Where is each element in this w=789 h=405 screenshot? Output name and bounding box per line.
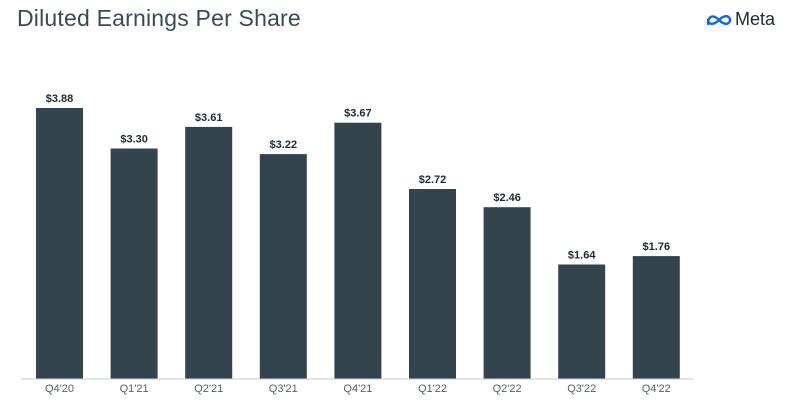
bar <box>36 108 83 379</box>
data-label: $1.64 <box>568 250 596 262</box>
x-tick-label: Q1'22 <box>418 383 447 395</box>
bar <box>259 154 307 379</box>
brand-name: Meta <box>734 9 775 29</box>
data-label: $1.76 <box>643 241 671 253</box>
bar <box>334 122 382 379</box>
x-tick-label: Q3'22 <box>567 383 596 395</box>
bar <box>185 126 233 380</box>
bar <box>558 264 606 379</box>
meta-infinity-logo-icon <box>706 14 732 25</box>
bar <box>409 189 456 379</box>
data-label: $3.67 <box>344 108 372 120</box>
x-tick-label: Q1'21 <box>120 383 149 395</box>
bar <box>483 207 531 379</box>
x-tick-label: Q2'22 <box>493 383 522 395</box>
x-tick-label: Q4'22 <box>642 383 671 395</box>
x-tick-label: Q3'21 <box>269 383 298 395</box>
data-label: $2.46 <box>493 192 521 204</box>
data-label: $3.88 <box>46 93 74 105</box>
x-tick-label: Q4'21 <box>343 383 372 395</box>
bar <box>632 256 680 379</box>
data-label: $3.61 <box>195 112 223 124</box>
bar <box>110 148 158 379</box>
data-label: $2.72 <box>419 174 447 186</box>
data-label: $3.22 <box>270 139 298 151</box>
brand-logo: Meta <box>706 9 775 30</box>
data-label: $3.30 <box>120 134 148 146</box>
x-tick-label: Q4'20 <box>45 383 74 395</box>
x-tick-label: Q2'21 <box>194 383 223 395</box>
chart-title: Diluted Earnings Per Share <box>17 5 301 31</box>
